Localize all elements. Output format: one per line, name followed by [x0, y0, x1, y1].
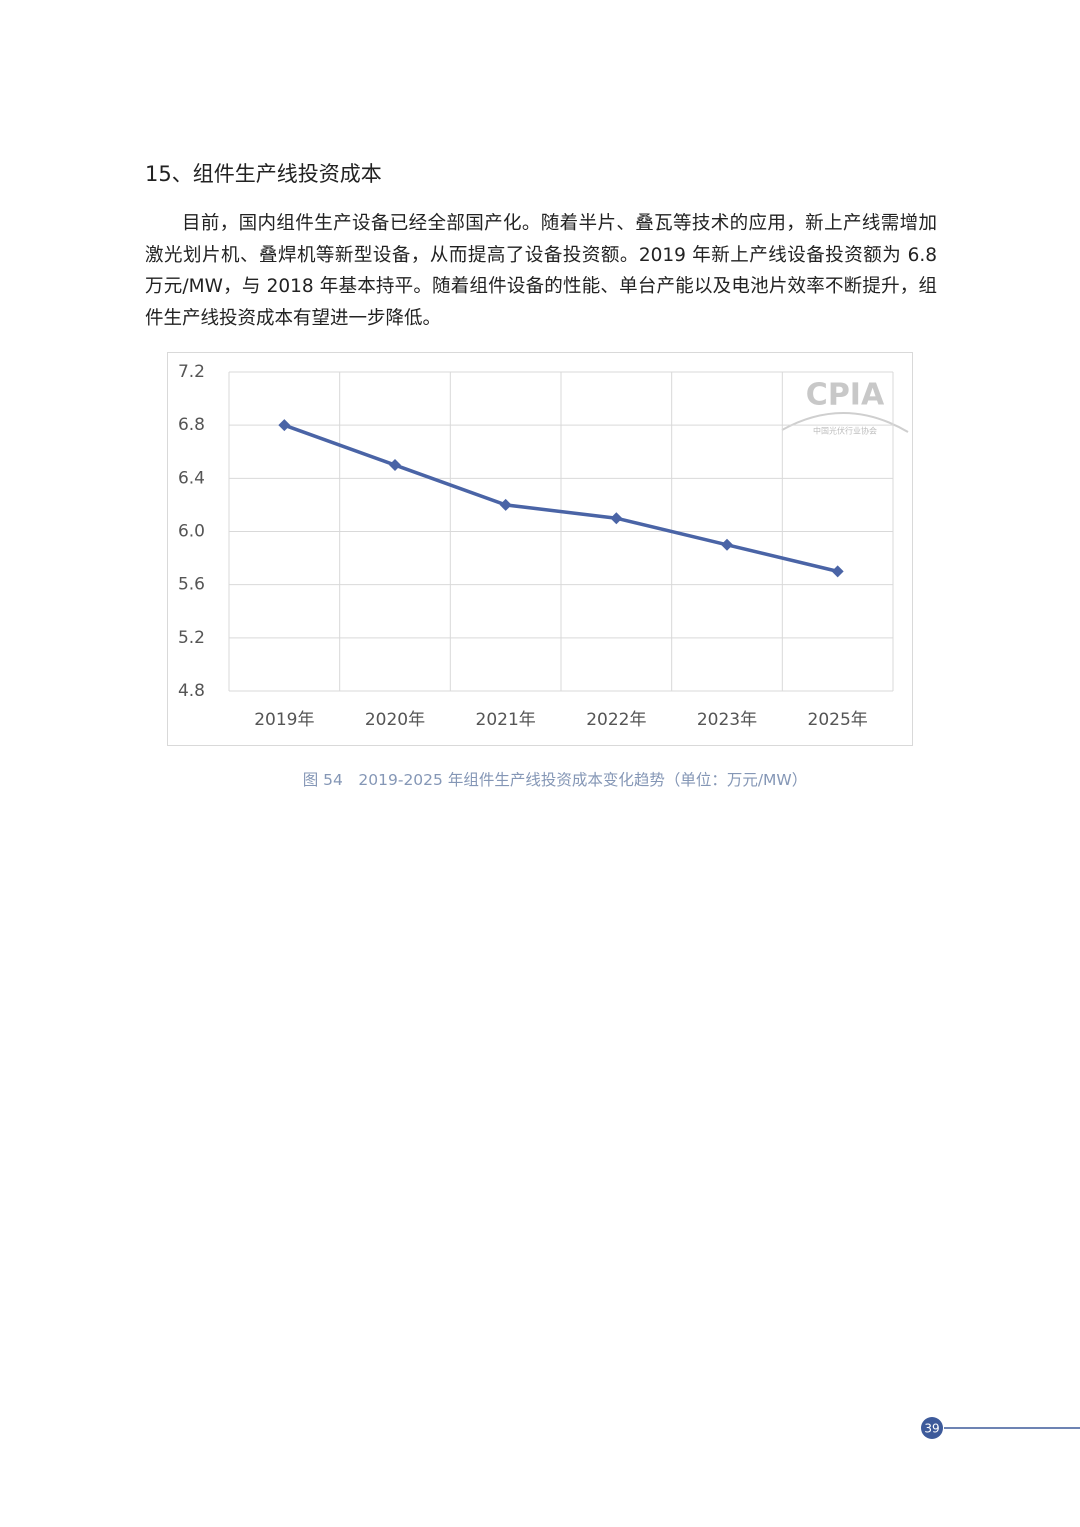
x-tick-label: 2021年	[476, 710, 536, 730]
figure-caption: 图 54 2019-2025 年组件生产线投资成本变化趋势（单位：万元/MW）	[302, 771, 808, 789]
watermark-arc	[781, 412, 909, 433]
page-number-badge	[921, 1417, 943, 1439]
x-tick-label: 2025年	[808, 710, 868, 730]
x-tick-label: 2022年	[586, 710, 646, 730]
y-tick-label: 5.6	[178, 575, 205, 595]
watermark-org: 中国光伏行业协会	[813, 426, 877, 436]
y-tick-label: 6.0	[178, 522, 205, 542]
section-heading: 15、组件生产线投资成本	[145, 162, 382, 186]
x-tick-label: 2023年	[697, 710, 757, 730]
y-tick-label: 6.4	[178, 468, 205, 488]
data-marker	[389, 459, 401, 472]
data-marker	[610, 512, 623, 525]
y-tick-label: 5.2	[178, 628, 205, 648]
data-marker	[499, 498, 512, 511]
data-marker	[278, 419, 291, 432]
data-marker	[831, 565, 844, 578]
watermark-logo: CPIA	[806, 378, 885, 413]
y-tick-label: 7.2	[178, 362, 205, 382]
data-marker	[721, 538, 733, 551]
y-tick-label: 6.8	[178, 415, 205, 435]
chart-frame	[167, 352, 913, 746]
x-tick-label: 2020年	[365, 710, 425, 730]
y-tick-label: 4.8	[178, 681, 205, 701]
page-number: 39	[924, 1422, 939, 1436]
body-paragraph: 目前，国内组件生产设备已经全部国产化。随着半片、叠瓦等技术的应用，新上产线需增加…	[145, 213, 937, 329]
data-line	[283, 423, 839, 574]
x-tick-label: 2019年	[254, 710, 314, 730]
